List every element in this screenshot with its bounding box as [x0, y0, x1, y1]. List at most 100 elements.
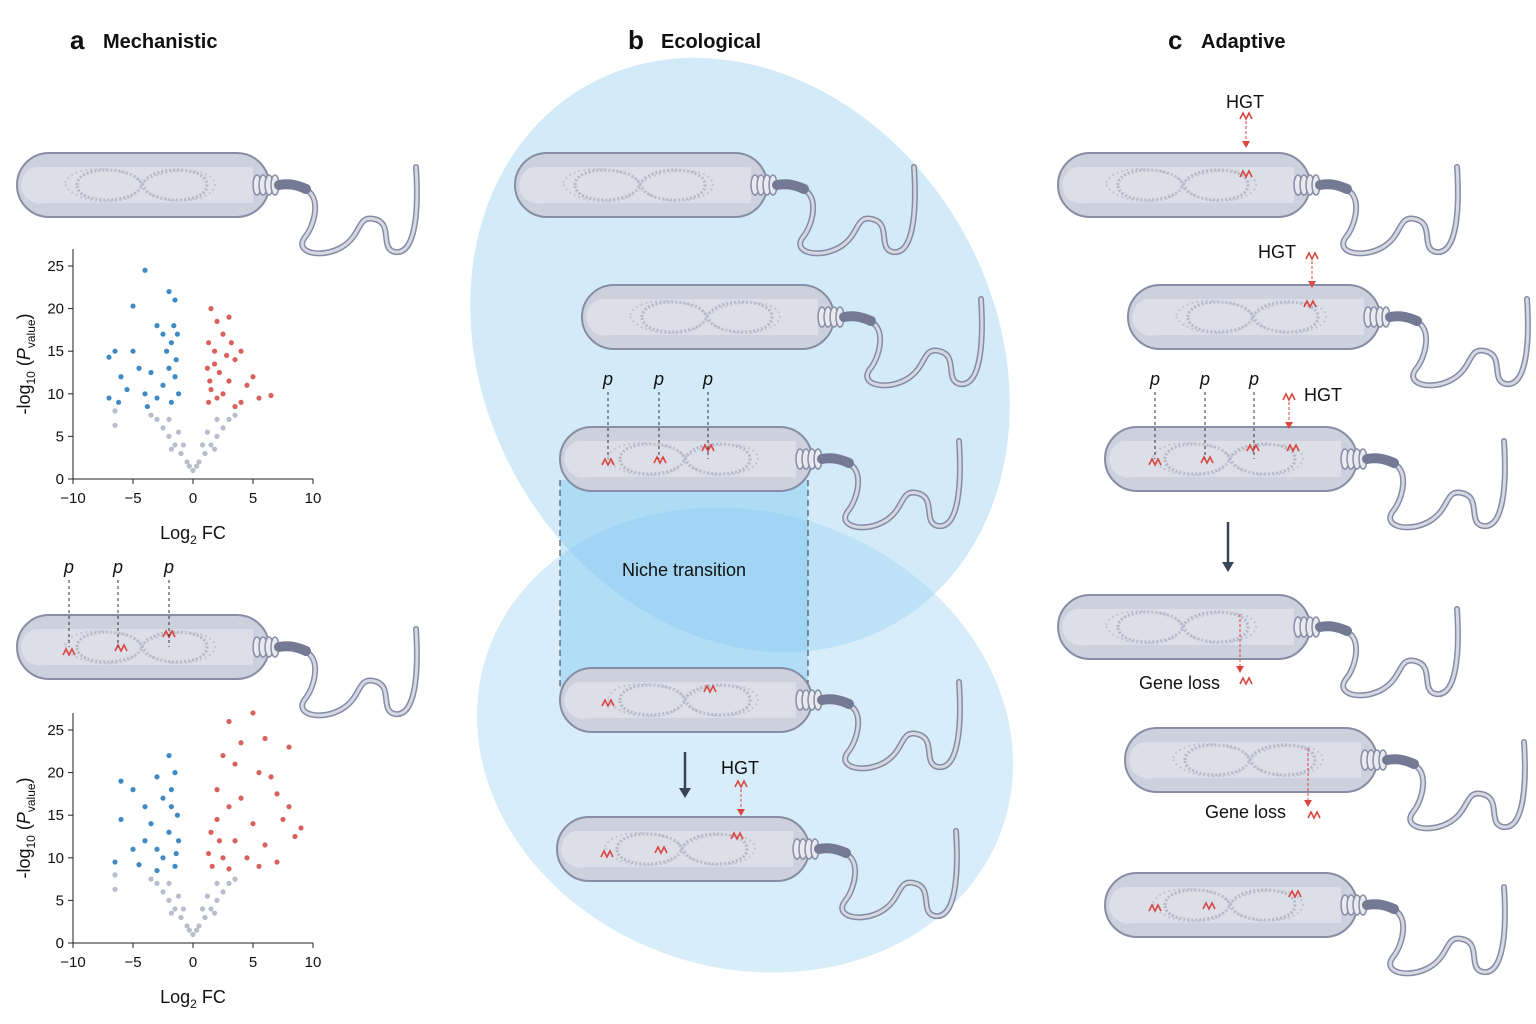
point — [244, 382, 250, 388]
point — [232, 403, 238, 410]
gene-mark — [1148, 903, 1162, 913]
point — [224, 352, 230, 359]
gene-mark — [62, 647, 76, 657]
x-tick-label: −10 — [60, 954, 85, 971]
point — [160, 855, 166, 861]
point — [178, 450, 184, 457]
point — [160, 795, 166, 801]
point — [226, 718, 232, 725]
gene-mark — [1148, 457, 1162, 467]
point — [148, 876, 154, 882]
point — [148, 821, 154, 827]
y-tick-label: 10 — [47, 386, 64, 403]
p-label: p — [163, 557, 174, 577]
point — [176, 893, 182, 899]
point — [168, 804, 174, 810]
point — [160, 331, 166, 337]
gene-mark — [1307, 810, 1321, 820]
gene-mark — [1286, 443, 1300, 453]
point — [136, 862, 142, 868]
point — [172, 442, 178, 448]
point — [178, 914, 184, 921]
y-label-part: ) — [14, 777, 34, 783]
point — [256, 863, 262, 869]
p-label: p — [63, 557, 74, 577]
point — [176, 838, 182, 844]
niche-label: Niche transition — [622, 560, 746, 580]
y-tick-label: 5 — [56, 892, 64, 909]
point — [164, 348, 170, 354]
arrowhead — [1308, 281, 1316, 288]
point — [106, 354, 112, 360]
gene-mark — [1239, 169, 1253, 179]
point — [208, 442, 214, 448]
point — [200, 906, 206, 912]
point — [292, 833, 298, 840]
p-label: p — [702, 369, 713, 389]
point — [226, 804, 232, 810]
y-tick-label: 20 — [47, 765, 64, 782]
point — [200, 442, 206, 448]
point — [180, 906, 186, 912]
y-label-part: -log — [14, 849, 34, 879]
point — [226, 416, 232, 422]
point — [136, 365, 142, 371]
gene-mark — [1202, 901, 1216, 911]
x-label: Log2 FC — [160, 987, 226, 1011]
point — [212, 910, 218, 916]
point — [166, 897, 172, 904]
point — [194, 463, 200, 469]
point — [238, 348, 244, 354]
point — [238, 399, 244, 405]
point — [220, 855, 226, 861]
point — [142, 804, 148, 810]
x-label-part: FC — [197, 987, 226, 1007]
point — [112, 886, 118, 892]
x-label-part: 2 — [190, 533, 197, 547]
gene-loss-label: Gene loss — [1205, 802, 1286, 822]
point — [160, 425, 166, 431]
point — [166, 288, 172, 295]
p-label: p — [602, 369, 613, 389]
arrowhead — [1222, 562, 1234, 572]
point — [173, 850, 179, 857]
point — [196, 923, 202, 929]
point — [130, 348, 136, 354]
point — [106, 395, 112, 401]
x-tick-label: 5 — [249, 954, 257, 971]
bacterium — [1105, 427, 1505, 527]
point — [184, 923, 190, 929]
panel-letter: b — [628, 25, 644, 55]
point — [208, 906, 214, 912]
gene-mark — [1305, 251, 1319, 261]
point — [228, 340, 234, 346]
point — [112, 408, 118, 414]
point — [220, 391, 226, 397]
x-tick-label: 5 — [249, 490, 257, 507]
point — [256, 770, 262, 776]
point — [154, 395, 160, 401]
point — [166, 829, 172, 835]
point — [298, 825, 304, 831]
point — [232, 357, 238, 363]
point — [154, 867, 160, 874]
gene-mark — [114, 643, 128, 653]
y-tick-label: 15 — [47, 343, 64, 360]
point — [174, 331, 180, 337]
gene-mark — [1282, 392, 1296, 402]
point — [250, 710, 256, 716]
x-tick-label: 10 — [305, 490, 322, 507]
point — [186, 927, 192, 933]
point — [168, 446, 174, 452]
point — [144, 403, 150, 410]
point — [220, 889, 226, 895]
x-tick-label: 10 — [305, 954, 322, 971]
point — [280, 816, 286, 823]
point — [268, 774, 274, 780]
point — [214, 880, 220, 886]
arrowhead — [737, 809, 745, 816]
y-label-part: ) — [14, 313, 34, 319]
x-label-part: FC — [197, 523, 226, 543]
gene-mark — [1200, 455, 1214, 465]
